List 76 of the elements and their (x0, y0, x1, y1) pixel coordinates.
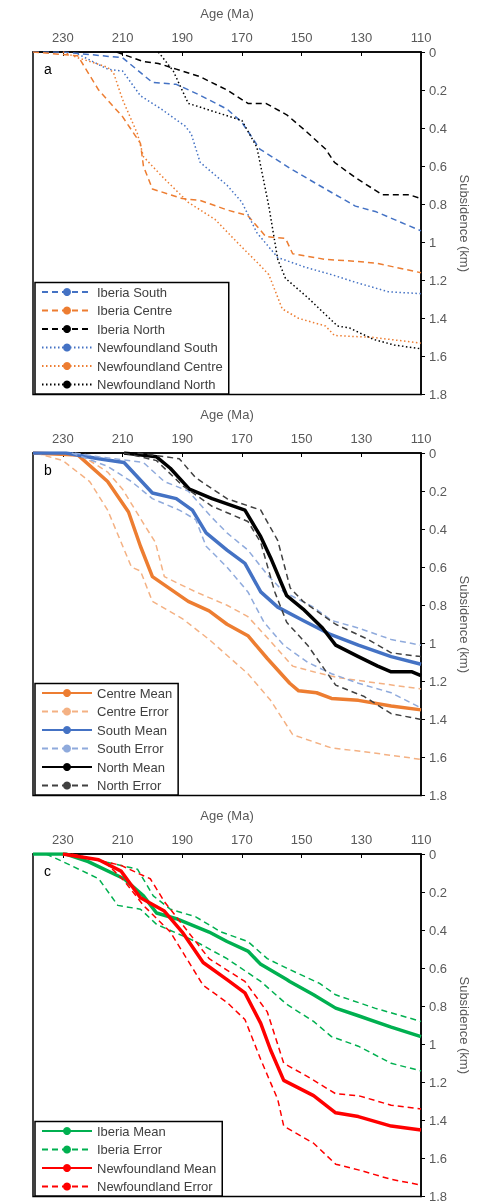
x-axis-title: Age (Ma) (200, 6, 254, 21)
x-tick-label: 190 (171, 832, 194, 847)
x-tick-label: 230 (52, 832, 74, 847)
x-axis-title: Age (Ma) (200, 808, 254, 823)
legend-label: Newfoundland Centre (97, 358, 223, 374)
legend-label: Iberia North (97, 321, 165, 337)
x-tick-label: 230 (52, 30, 74, 45)
y-tick-label: 0.8 (429, 998, 448, 1014)
y-axis-title: Subsidence (km) (457, 976, 472, 1075)
legend-label: North Error (97, 778, 162, 793)
x-tick-label: 130 (350, 30, 373, 45)
y-tick-label: 0.6 (429, 158, 448, 174)
y-tick-label: 1.8 (429, 1189, 448, 1203)
annotation: a (44, 61, 52, 77)
y-tick-label: 0 (429, 846, 437, 862)
y-tick-label: 0.2 (429, 483, 448, 499)
annotation: c (44, 863, 51, 879)
y-tick-label: 1.6 (429, 1150, 448, 1166)
legend-label: Iberia South (97, 284, 168, 300)
x-tick-label: 130 (350, 431, 373, 446)
x-tick-label: 190 (171, 431, 194, 446)
x-tick-label: 170 (231, 30, 253, 45)
legend-label: South Mean (97, 722, 168, 738)
legend-label: Newfoundland Mean (97, 1160, 217, 1176)
legend-label: Iberia Mean (97, 1123, 166, 1139)
y-tick-label: 0.8 (429, 597, 448, 613)
legend-label: Centre Error (97, 704, 170, 719)
y-tick-label: 1.8 (429, 387, 448, 402)
annotation: b (44, 462, 52, 478)
legend-label: Newfoundland North (97, 377, 216, 392)
y-tick-label: 1 (429, 635, 437, 651)
legend-label: Newfoundland Error (97, 1179, 214, 1194)
y-tick-label: 1.2 (429, 1074, 448, 1090)
x-tick-label: 190 (171, 30, 194, 45)
y-axis-title: Subsidence (km) (457, 575, 472, 674)
x-tick-label: 230 (52, 431, 74, 446)
y-tick-label: 1 (429, 1036, 437, 1052)
x-tick-label: 110 (410, 30, 432, 45)
y-tick-label: 0.4 (429, 120, 448, 136)
y-tick-label: 0.8 (429, 196, 448, 212)
y-tick-label: 1.8 (429, 788, 448, 803)
x-tick-label: 150 (290, 431, 313, 446)
x-tick-label: 210 (111, 431, 134, 446)
x-tick-label: 170 (231, 431, 253, 446)
x-tick-label: 110 (410, 431, 432, 446)
x-tick-label: 110 (410, 832, 432, 847)
legend-label: Iberia Error (97, 1142, 163, 1157)
x-tick-label: 150 (290, 832, 313, 847)
x-tick-label: 150 (290, 30, 313, 45)
y-tick-label: 0.2 (429, 884, 448, 900)
y-tick-label: 0.4 (429, 922, 448, 938)
x-tick-label: 210 (111, 30, 134, 45)
y-tick-label: 1.4 (429, 1112, 448, 1128)
legend-label: North Mean (97, 759, 165, 775)
x-tick-label: 210 (111, 832, 134, 847)
x-tick-label: 130 (350, 832, 373, 847)
y-tick-label: 1.2 (429, 673, 448, 689)
y-tick-label: 0.4 (429, 521, 448, 537)
y-tick-label: 1.6 (429, 348, 448, 364)
y-tick-label: 1.6 (429, 749, 448, 765)
y-tick-label: 1 (429, 234, 437, 250)
x-tick-label: 170 (231, 832, 253, 847)
y-tick-label: 0 (429, 44, 437, 60)
y-tick-label: 1.4 (429, 711, 448, 727)
y-tick-label: 0.2 (429, 82, 448, 98)
y-axis-title: Subsidence (km) (457, 174, 472, 273)
y-tick-label: 0 (429, 445, 437, 461)
y-tick-label: 0.6 (429, 960, 448, 976)
legend-label: Newfoundland South (97, 340, 218, 355)
y-tick-label: 1.2 (429, 272, 448, 288)
y-tick-label: 1.4 (429, 310, 448, 326)
x-axis-title: Age (Ma) (200, 407, 254, 422)
legend-label: South Error (97, 741, 165, 756)
y-tick-label: 0.6 (429, 559, 448, 575)
legend-label: Centre Mean (97, 685, 173, 701)
legend-label: Iberia Centre (97, 303, 173, 318)
